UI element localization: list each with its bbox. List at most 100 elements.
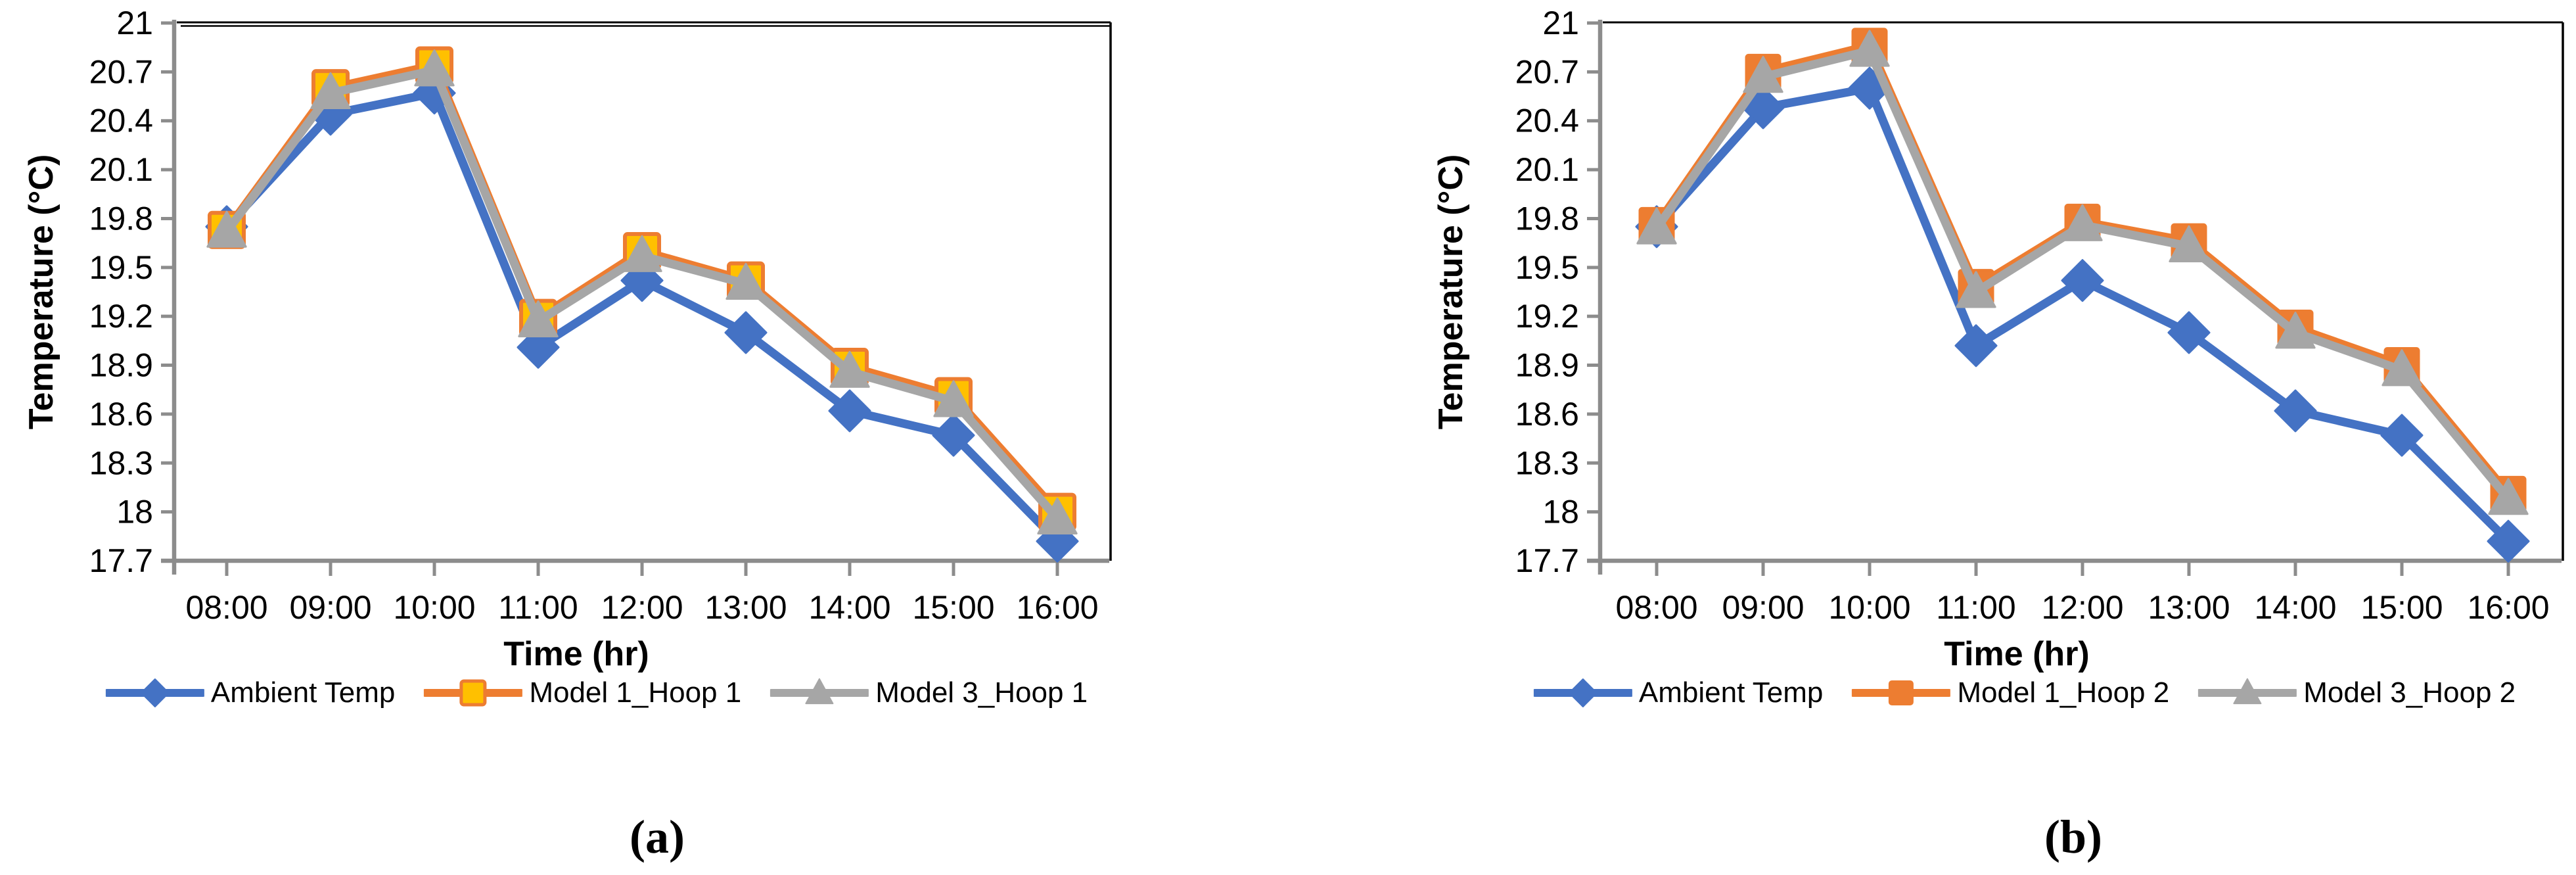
legend-label: Ambient Temp [1638, 676, 1824, 709]
series-2-marker-triangle [1849, 30, 1890, 67]
x-tick-label: 16:00 [2467, 589, 2549, 626]
series-2-marker-triangle [829, 350, 870, 388]
y-tick-label: 20.1 [89, 151, 153, 188]
series-0-marker-diamond [620, 259, 664, 302]
legend-label: Model 3_Hoop 1 [875, 676, 1088, 709]
series-2-marker-triangle [414, 49, 455, 87]
y-tick-label: 18.3 [1515, 444, 1579, 481]
series-2-marker-triangle [2381, 349, 2422, 387]
series-0-marker-diamond [2061, 259, 2104, 302]
y-tick-label: 21 [116, 5, 153, 41]
series-0-marker-diamond [932, 414, 975, 457]
legend-item[interactable]: Model 1_Hoop 2 [1852, 672, 2169, 714]
x-tick-label: 11:00 [498, 589, 578, 626]
series-2-marker-triangle [2275, 312, 2316, 349]
y-tick-label: 17.7 [1515, 542, 1579, 579]
series-2-marker-triangle [206, 210, 247, 248]
legend-item[interactable]: Model 3_Hoop 1 [770, 672, 1088, 714]
series-0-marker-diamond [2487, 519, 2530, 563]
series-2-marker-triangle [725, 262, 766, 300]
x-tick-label: 08:00 [185, 589, 267, 626]
x-tick-label: 13:00 [704, 589, 787, 626]
y-tick-label: 18.9 [89, 347, 153, 384]
chart-panel-b: 21 20.7 20.4 20.1 19.8 19.5 19.2 18.9 18.6 18.3 18… [1288, 0, 2576, 875]
series-2-marker-triangle [1037, 497, 1078, 535]
y-tick-label: 17.7 [89, 542, 153, 579]
legend-label: Model 1_Hoop 1 [529, 676, 742, 709]
series-0-marker-diamond [828, 389, 871, 433]
y-tick-label: 21 [1542, 5, 1579, 41]
chart-b-sublabel: (b) [2044, 811, 2102, 863]
y-tick-label: 19.5 [1515, 249, 1579, 286]
chart-a-plot: 21 20.7 20.4 20.1 19.8 19.5 19.2 18.9 18.6 18.3 18… [22, 5, 1112, 673]
legend-marker-square-icon [1889, 680, 1914, 705]
legend-item[interactable]: Model 3_Hoop 2 [2198, 672, 2516, 714]
series-2-marker-triangle [1956, 271, 1996, 308]
y-tick-label: 18.3 [89, 444, 153, 481]
x-tick-label: 10:00 [393, 589, 475, 626]
legend-label: Model 1_Hoop 2 [1957, 676, 2170, 709]
legend-triangle-swatch-icon [2198, 678, 2297, 705]
series-2-marker-triangle [2488, 478, 2529, 515]
series-2-marker-triangle [310, 72, 351, 110]
chart-panel-a: 21 20.7 20.4 20.1 19.8 19.5 19.2 18.9 18.6 18.3 18… [22, 5, 1112, 863]
y-tick-label: 18 [1542, 494, 1579, 531]
y-tick-label: 19.8 [1515, 200, 1579, 237]
series-line-0 [1652, 83, 2513, 546]
x-tick-label: 16:00 [1016, 589, 1098, 626]
y-tick-label: 20.7 [1515, 53, 1579, 90]
y-tick-label: 18.6 [89, 396, 153, 433]
legend-marker-diamond-icon [1568, 678, 1598, 707]
legend-square-swatch-icon [1852, 680, 1951, 705]
x-tick-label: 10:00 [1828, 589, 1910, 626]
y-tick-label: 20.1 [1515, 151, 1579, 188]
series-2-marker-triangle [1636, 207, 1677, 245]
series-2-marker-triangle [2169, 225, 2209, 263]
x-tick-label: 14:00 [2254, 589, 2336, 626]
x-tick-label: 12:00 [601, 589, 683, 626]
series-2-marker-triangle [518, 300, 559, 338]
series-2-marker-triangle [2062, 204, 2103, 241]
y-tick-label: 19.5 [89, 249, 153, 286]
legend-item[interactable]: Model 1_Hoop 1 [424, 672, 741, 714]
chart-b-legend: Ambient Temp Model 1_Hoop 2 Model 3_Hoop 2 [1533, 672, 2516, 714]
x-tick-label: 09:00 [1722, 589, 1804, 626]
chart-a-sublabel: (a) [630, 811, 685, 863]
series-0-marker-diamond [2274, 389, 2317, 433]
series-0-marker-diamond [2380, 414, 2424, 457]
series-0-marker-diamond [1954, 324, 1998, 367]
x-tick-label: 13:00 [2148, 589, 2230, 626]
legend-marker-diamond-icon [140, 678, 170, 707]
series-2-marker-triangle [933, 380, 974, 417]
y-axis-title: Temperature (°C) [1432, 154, 1470, 430]
y-tick-label: 20.4 [89, 103, 153, 139]
legend-triangle-swatch-icon [770, 678, 869, 705]
legend-diamond-swatch-icon [1533, 678, 1632, 707]
y-tick-label: 20.7 [89, 53, 153, 90]
legend-marker-triangle-icon [805, 678, 834, 705]
chart-b-plot: 21 20.7 20.4 20.1 19.8 19.5 19.2 18.9 18.6 18.3 18… [1432, 5, 2564, 673]
legend-marker-square-icon [459, 679, 487, 707]
y-tick-label: 18 [116, 494, 153, 531]
x-tick-label: 14:00 [808, 589, 890, 626]
y-tick-label: 18.9 [1515, 347, 1579, 384]
legend-item[interactable]: Ambient Temp [1533, 672, 1824, 714]
x-tick-label: 09:00 [289, 589, 371, 626]
x-axis-title: Time (hr) [1944, 635, 2090, 673]
x-tick-label: 15:00 [2360, 589, 2443, 626]
x-tick-label: 15:00 [912, 589, 994, 626]
y-axis-title: Temperature (°C) [22, 154, 60, 430]
y-tick-label: 19.8 [89, 200, 153, 237]
legend-diamond-swatch-icon [105, 678, 204, 707]
series-0-marker-diamond [724, 311, 768, 354]
chart-a-legend: Ambient Temp Model 1_Hoop 1 Model 3_Hoop 1 [105, 672, 1088, 714]
legend-label: Ambient Temp [210, 676, 396, 709]
x-tick-label: 08:00 [1615, 589, 1697, 626]
y-tick-label: 18.6 [1515, 396, 1579, 433]
y-tick-label: 19.2 [1515, 298, 1579, 335]
series-line-0 [222, 89, 1062, 546]
legend-item[interactable]: Ambient Temp [105, 672, 396, 714]
y-tick-label: 20.4 [1515, 103, 1579, 139]
legend-label: Model 3_Hoop 2 [2303, 676, 2516, 709]
